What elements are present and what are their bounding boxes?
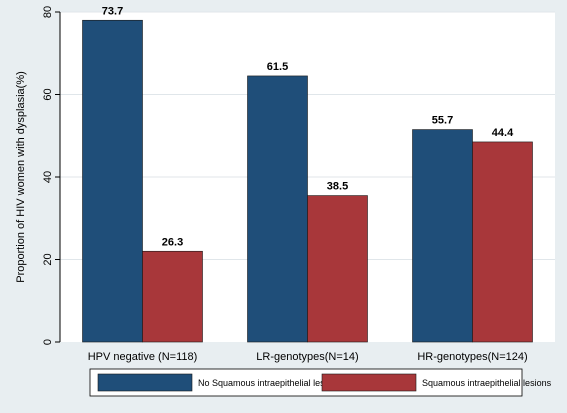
bar-data-label: 38.5 [327, 181, 348, 193]
legend-label: Squamous intraepithelial lesions [422, 378, 552, 388]
bar-data-label: 44.4 [492, 127, 514, 139]
legend-swatch [97, 373, 193, 392]
y-tick-label: 0 [42, 339, 54, 345]
y-tick-label: 60 [42, 88, 54, 100]
bar [82, 19, 143, 343]
y-tick-label: 80 [42, 6, 54, 18]
bar [247, 75, 308, 343]
bar-data-label: 61.5 [267, 61, 288, 73]
x-category-label: HR-genotypes(N=124) [417, 351, 527, 363]
legend-swatch [321, 373, 417, 392]
y-tick-label: 40 [42, 171, 54, 183]
bar [307, 195, 368, 343]
x-category-label: HPV negative (N=118) [88, 351, 198, 363]
bar [142, 250, 203, 343]
bar [412, 129, 473, 343]
bar [472, 141, 533, 343]
y-axis-title: Proportion of HIV women with dysplasia(%… [15, 71, 27, 283]
x-category-label: LR-genotypes(N=14) [256, 351, 358, 363]
bar-data-label: 55.7 [432, 115, 453, 127]
bar-data-label: 73.7 [102, 5, 123, 17]
legend-label: No Squamous intraepithelial lesions [198, 378, 342, 388]
bar-data-label: 26.3 [162, 236, 183, 248]
y-tick-label: 20 [42, 253, 54, 265]
